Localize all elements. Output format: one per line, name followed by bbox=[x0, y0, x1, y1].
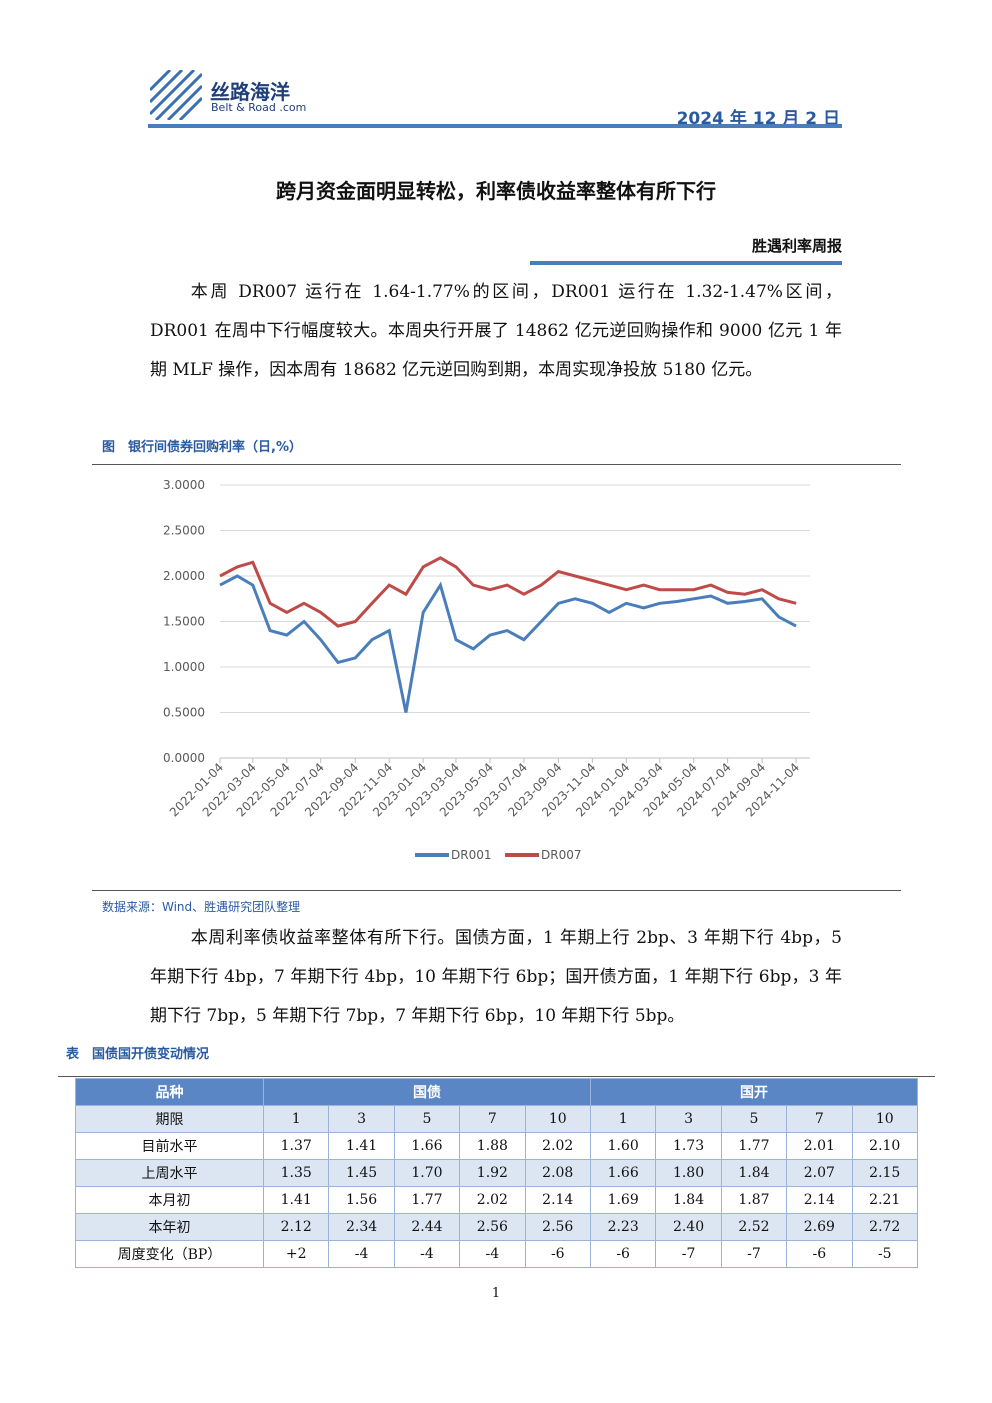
cell: 1.35 bbox=[262, 1159, 330, 1187]
cell: 1.84 bbox=[655, 1186, 722, 1214]
y-tick-label: 1.0000 bbox=[163, 660, 205, 674]
y-tick-label: 2.0000 bbox=[163, 569, 205, 583]
cell: 目前水平 bbox=[75, 1132, 264, 1160]
cell: -4 bbox=[328, 1240, 395, 1268]
column-header: 5 bbox=[720, 1105, 788, 1133]
logo-text: 丝路海洋 bbox=[210, 80, 290, 104]
cell: -7 bbox=[655, 1240, 722, 1268]
cell: 2.08 bbox=[524, 1159, 591, 1187]
cell: 1.77 bbox=[393, 1186, 461, 1214]
cell: 上周水平 bbox=[75, 1159, 264, 1187]
group-header: 国开 bbox=[589, 1078, 919, 1106]
cell: -4 bbox=[393, 1240, 461, 1268]
column-header: 1 bbox=[589, 1105, 657, 1133]
cell: 2.21 bbox=[851, 1186, 919, 1214]
table: 品种 国债 国开 期限 1 3 5 7 10 1 3 5 7 10 目前水平 1.37 1.41 1.66 1.88… bbox=[75, 1078, 919, 1268]
rule bbox=[92, 890, 901, 891]
cell: 本年初 bbox=[75, 1213, 264, 1241]
cell: 1.66 bbox=[589, 1159, 657, 1187]
cell: -4 bbox=[459, 1240, 526, 1268]
legend-label: DR007 bbox=[541, 848, 581, 862]
cell: 2.52 bbox=[720, 1213, 788, 1241]
cell: 1.66 bbox=[393, 1132, 461, 1160]
cell: 1.77 bbox=[720, 1132, 788, 1160]
cell: -6 bbox=[786, 1240, 853, 1268]
column-name: 胜遇利率周报 bbox=[751, 237, 842, 255]
cell: 2.72 bbox=[851, 1213, 919, 1241]
y-tick-label: 0.0000 bbox=[163, 751, 205, 765]
cell: 2.07 bbox=[786, 1159, 853, 1187]
cell: 1.41 bbox=[262, 1186, 330, 1214]
y-tick-label: 0.5000 bbox=[163, 706, 205, 720]
cell: 2.34 bbox=[328, 1213, 395, 1241]
cell: 2.12 bbox=[262, 1213, 330, 1241]
cell: 1.73 bbox=[655, 1132, 722, 1160]
cell: 2.01 bbox=[786, 1132, 853, 1160]
legend-label: DR001 bbox=[451, 848, 491, 862]
cell: 1.70 bbox=[393, 1159, 461, 1187]
column-rule bbox=[530, 261, 842, 265]
cell: 1.60 bbox=[589, 1132, 657, 1160]
cell: -6 bbox=[524, 1240, 591, 1268]
chart: 0.0000 0.5000 1.0000 1.5000 2.0000 2.5000 3.00… bbox=[163, 478, 810, 862]
column-header: 7 bbox=[786, 1105, 853, 1133]
cell: 2.02 bbox=[459, 1186, 526, 1214]
rule bbox=[92, 464, 901, 465]
cell: 2.40 bbox=[655, 1213, 722, 1241]
figure-caption: 图 银行间债券回购利率（日,%） bbox=[102, 440, 302, 455]
column-header: 期限 bbox=[75, 1105, 264, 1133]
cell: 2.44 bbox=[393, 1213, 461, 1241]
cell: 2.10 bbox=[851, 1132, 919, 1160]
column-header: 10 bbox=[524, 1105, 591, 1133]
cell: 1.87 bbox=[720, 1186, 788, 1214]
cell: 1.56 bbox=[328, 1186, 395, 1214]
cell: 1.80 bbox=[655, 1159, 722, 1187]
cell: 2.56 bbox=[459, 1213, 526, 1241]
column-header: 1 bbox=[262, 1105, 330, 1133]
cell: 1.88 bbox=[459, 1132, 526, 1160]
line bbox=[219, 556, 797, 628]
cell: 2.15 bbox=[851, 1159, 919, 1187]
cell: 1.92 bbox=[459, 1159, 526, 1187]
column-header: 3 bbox=[655, 1105, 722, 1133]
cell: 1.41 bbox=[328, 1132, 395, 1160]
column-header: 7 bbox=[459, 1105, 526, 1133]
y-tick-label: 1.5000 bbox=[163, 615, 205, 629]
rule bbox=[58, 1076, 935, 1077]
cell: 1.84 bbox=[720, 1159, 788, 1187]
header-rule bbox=[148, 124, 842, 128]
cell: -5 bbox=[851, 1240, 919, 1268]
cell: +2 bbox=[262, 1240, 330, 1268]
group-header: 国债 bbox=[263, 1078, 591, 1106]
cell: 2.23 bbox=[589, 1213, 657, 1241]
cell: 2.69 bbox=[786, 1213, 853, 1241]
column-header: 5 bbox=[393, 1105, 461, 1133]
paragraph: 本周利率债收益率整体有所下行。国债方面，1 年期上行 2bp、3 年期下行 4b… bbox=[150, 928, 842, 1026]
logo-sub: Belt & Road .com bbox=[211, 101, 307, 114]
y-tick-label: 3.0000 bbox=[163, 478, 205, 492]
y-tick-label: 2.5000 bbox=[163, 524, 205, 538]
cell: 1.69 bbox=[589, 1186, 657, 1214]
cell: 周度变化（BP） bbox=[75, 1240, 264, 1268]
cell: -6 bbox=[589, 1240, 657, 1268]
cell: 2.14 bbox=[524, 1186, 591, 1214]
paragraph: 本周 DR007 运行在 1.64-1.77%的区间，DR001 运行在 1.3… bbox=[150, 282, 842, 380]
table-caption: 表 国债国开债变动情况 bbox=[66, 1047, 210, 1062]
column-header: 3 bbox=[328, 1105, 395, 1133]
source: 数据来源：Wind、胜遇研究团队整理 bbox=[102, 900, 301, 914]
logo-icon bbox=[150, 70, 202, 120]
cell: 1.37 bbox=[262, 1132, 330, 1160]
cell: 2.02 bbox=[524, 1132, 591, 1160]
cell: -7 bbox=[720, 1240, 788, 1268]
title: 跨月资金面明显转松，利率债收益率整体有所下行 bbox=[276, 179, 716, 203]
page-number: 1 bbox=[491, 1286, 501, 1301]
cell: 2.14 bbox=[786, 1186, 853, 1214]
cell: 1.45 bbox=[328, 1159, 395, 1187]
line bbox=[219, 574, 797, 713]
group-header: 品种 bbox=[75, 1078, 264, 1106]
column-header: 10 bbox=[851, 1105, 919, 1133]
cell: 本月初 bbox=[75, 1186, 264, 1214]
cell: 2.56 bbox=[524, 1213, 591, 1241]
